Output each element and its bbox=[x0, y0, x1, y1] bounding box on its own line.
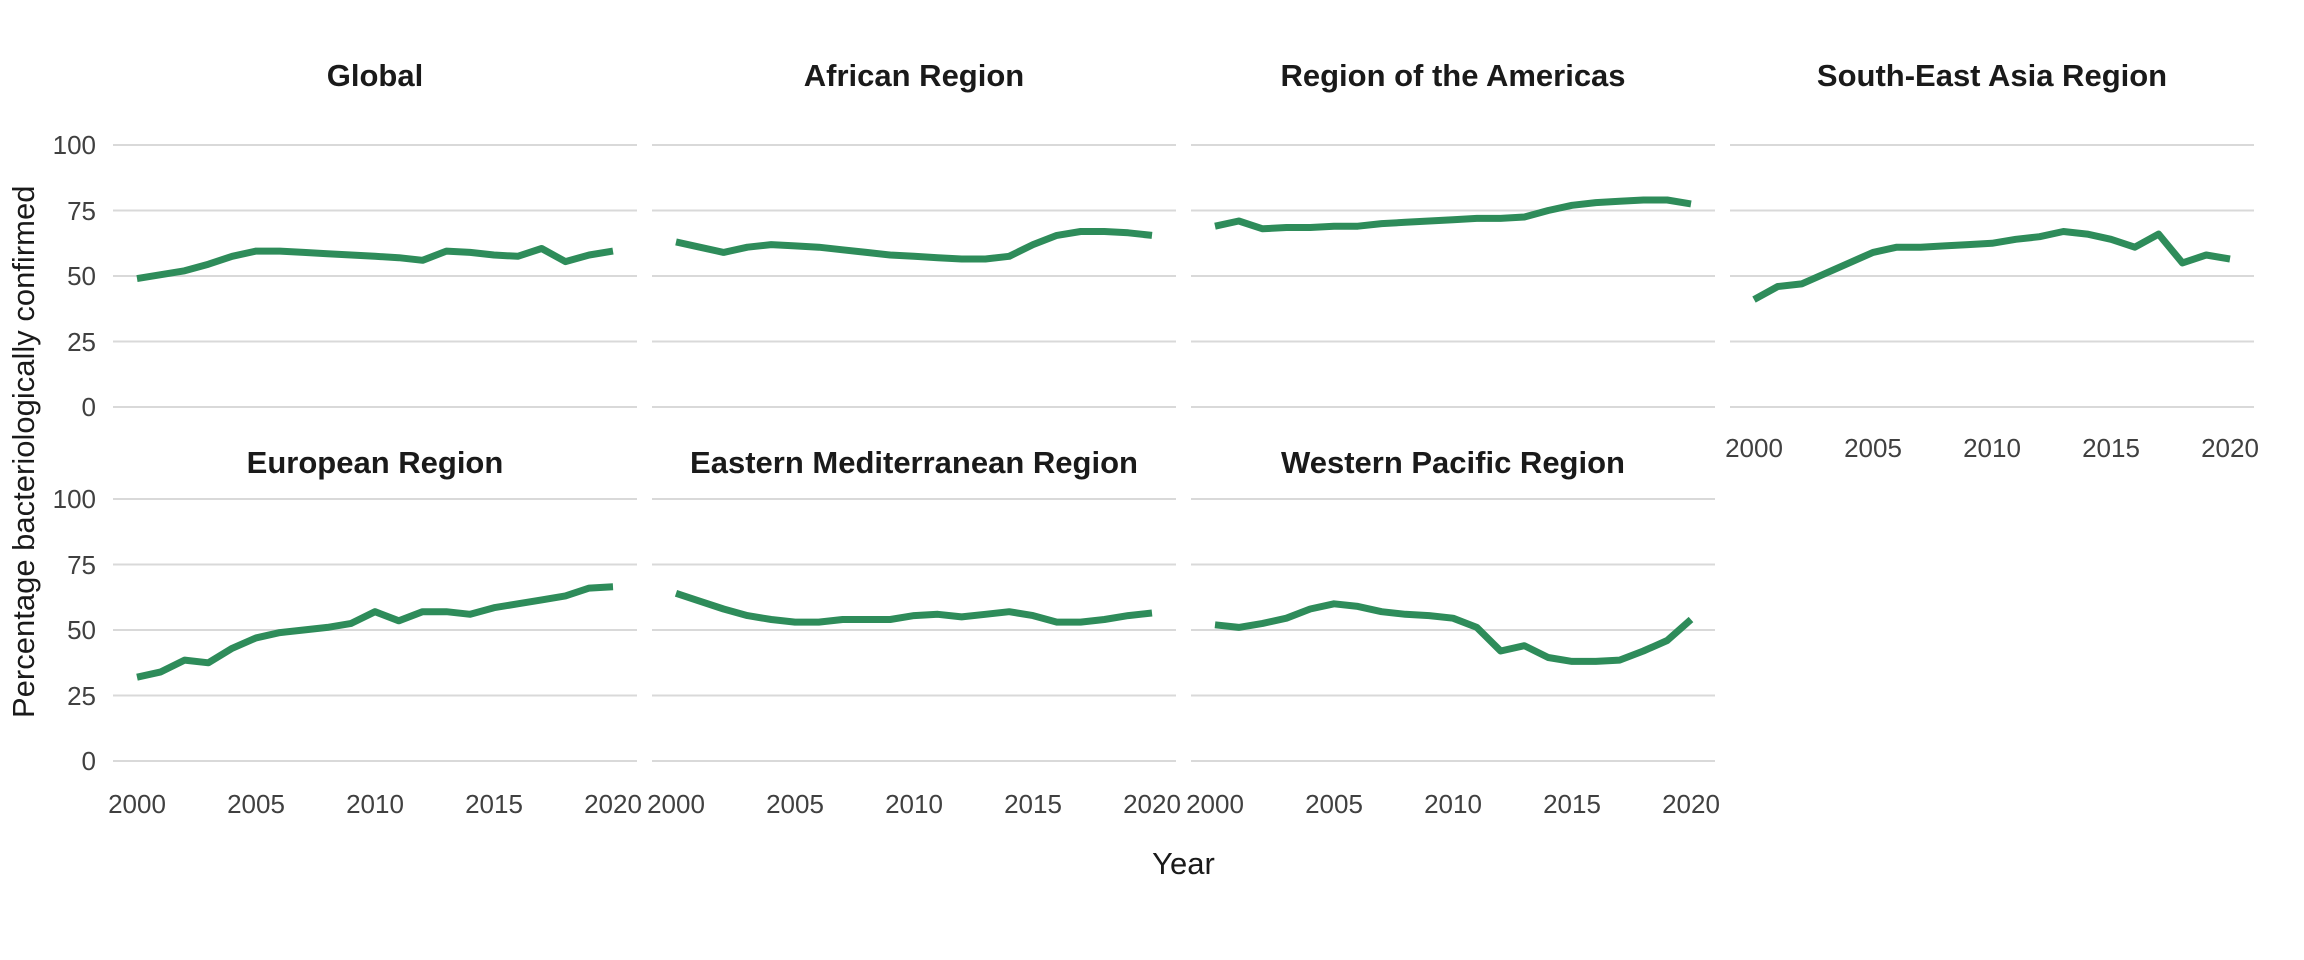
data-line bbox=[1214, 600, 1694, 665]
x-tick-label: 2005 bbox=[766, 789, 824, 819]
x-tick-label: 2020 bbox=[1662, 789, 1720, 819]
x-tick-label: 2015 bbox=[1543, 789, 1601, 819]
y-tick-label: 100 bbox=[52, 484, 96, 514]
x-tick-label: 2020 bbox=[584, 789, 642, 819]
x-axis-title: Year bbox=[1152, 846, 1215, 881]
panel-title: Western Pacific Region bbox=[1281, 445, 1625, 480]
x-tick-label: 2010 bbox=[1424, 789, 1482, 819]
panel-plot-area bbox=[1730, 144, 2254, 408]
x-tick-label: 2005 bbox=[227, 789, 285, 819]
x-tick-label: 2020 bbox=[1123, 789, 1181, 819]
panel-title: South-East Asia Region bbox=[1816, 58, 2168, 93]
y-tick-label: 25 bbox=[67, 326, 96, 357]
panel-plot-area bbox=[652, 498, 1176, 762]
x-tick-label: 2000 bbox=[1186, 789, 1244, 819]
x-tick-label: 2015 bbox=[1004, 789, 1062, 819]
x-tick-label: 2010 bbox=[1963, 433, 2021, 463]
x-tick-label: 2005 bbox=[1305, 789, 1363, 819]
panel-plot-area bbox=[652, 144, 1176, 408]
panel-plot-area bbox=[1191, 144, 1715, 408]
y-tick-label: 75 bbox=[67, 195, 96, 226]
x-tick-label: 2015 bbox=[2082, 433, 2140, 463]
y-tick-label: 75 bbox=[67, 549, 96, 580]
y-tick-label: 100 bbox=[52, 130, 96, 160]
y-tick-label: 0 bbox=[81, 392, 96, 422]
x-tick-label: 2000 bbox=[1725, 433, 1783, 463]
x-tick-label: 2020 bbox=[2201, 433, 2259, 463]
panel-plot-area bbox=[113, 498, 637, 762]
y-tick-label: 25 bbox=[67, 680, 96, 711]
data-line bbox=[136, 245, 614, 283]
data-line bbox=[136, 583, 614, 681]
y-axis-title: Percentage bacteriologically confirmed bbox=[6, 185, 41, 719]
x-tick-label: 2000 bbox=[108, 789, 166, 819]
panel-plot-area bbox=[113, 144, 637, 408]
panel-title: Eastern Mediterranean Region bbox=[690, 445, 1138, 480]
panel-title: African Region bbox=[803, 58, 1025, 93]
x-tick-label: 2000 bbox=[647, 789, 705, 819]
panel-title: Region of the Americas bbox=[1280, 58, 1626, 93]
panel-title: Global bbox=[326, 58, 424, 93]
y-tick-label: 50 bbox=[67, 615, 96, 645]
x-tick-label: 2005 bbox=[1844, 433, 1902, 463]
panel-title: European Region bbox=[246, 445, 504, 480]
data-line bbox=[1214, 196, 1692, 233]
data-line bbox=[674, 589, 1153, 626]
y-tick-label: 0 bbox=[81, 746, 96, 776]
x-tick-label: 2015 bbox=[465, 789, 523, 819]
x-tick-label: 2010 bbox=[346, 789, 404, 819]
y-tick-label: 50 bbox=[67, 261, 96, 291]
panel-plot-area bbox=[1191, 498, 1715, 762]
data-line bbox=[675, 228, 1153, 263]
data-line bbox=[1752, 228, 2231, 303]
x-tick-label: 2010 bbox=[885, 789, 943, 819]
